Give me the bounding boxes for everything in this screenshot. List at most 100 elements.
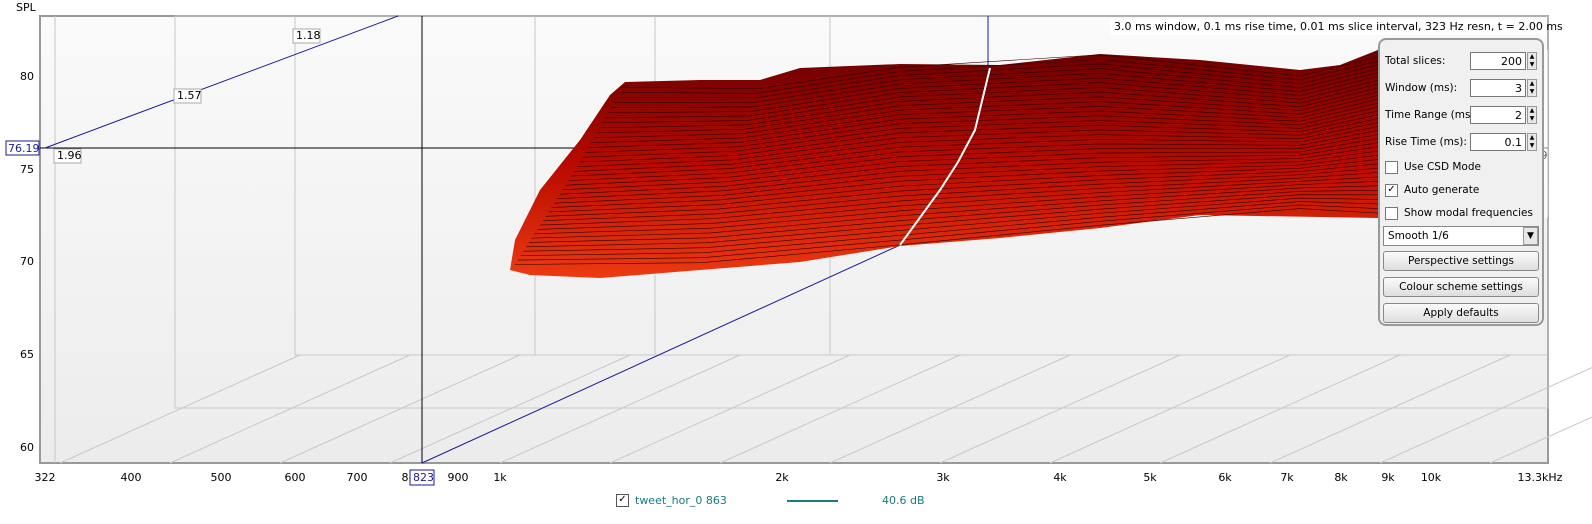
checkbox-label: Show modal frequencies	[1404, 207, 1533, 219]
legend-line	[787, 500, 838, 502]
contour	[613, 68, 1379, 103]
contour	[554, 150, 1379, 204]
button[interactable]: Apply defaults	[1383, 303, 1539, 323]
contour	[543, 167, 1379, 222]
contour	[551, 154, 1379, 208]
x-tick-label: 400	[121, 471, 142, 484]
cursor-trace	[899, 67, 991, 246]
contour	[557, 146, 1379, 200]
x-tick-label: 9k	[1381, 471, 1395, 484]
contour	[568, 130, 1379, 181]
legend-checkbox[interactable]: ✓	[616, 494, 629, 507]
contour	[562, 138, 1379, 191]
dropdown[interactable]: Smooth 1/6	[1383, 226, 1539, 246]
x-tick-label: 6k	[1218, 471, 1232, 484]
x-tick-label: 3k	[936, 471, 950, 484]
grid-diagonal	[609, 354, 851, 464]
field-input[interactable]: 0.1	[1470, 133, 1526, 151]
settings-panel: Total slices: 200 ▲ ▼ Window (ms): 3 ▲ ▼ Time Ra…	[1378, 38, 1544, 326]
time-label-box	[53, 148, 82, 164]
contour	[576, 118, 1379, 168]
contour	[579, 114, 1379, 163]
contour	[526, 194, 1379, 248]
field-label: Rise Time (ms):	[1385, 136, 1467, 148]
contour	[565, 134, 1379, 186]
y-tick-label: 70	[20, 255, 34, 268]
dropdown-arrow[interactable]: ▼	[1523, 227, 1538, 245]
contour	[548, 159, 1379, 213]
time-label-box	[292, 28, 321, 44]
spinner[interactable]: ▲ ▼	[1527, 106, 1537, 124]
grid-diagonal	[1269, 354, 1511, 464]
contour	[599, 87, 1379, 129]
contour	[622, 54, 1379, 89]
contour	[517, 204, 1379, 261]
spinner[interactable]: ▲ ▼	[1527, 79, 1537, 97]
spinner[interactable]: ▲ ▼	[1527, 52, 1537, 70]
cursor-box	[5, 140, 40, 156]
y-tick-label: 80	[20, 70, 34, 83]
contour	[616, 63, 1379, 99]
checkbox-label: Use CSD Mode	[1404, 161, 1481, 173]
contour	[591, 99, 1379, 144]
contour	[571, 126, 1379, 177]
checkbox[interactable]	[1385, 207, 1398, 220]
contour	[531, 185, 1379, 239]
x-tick-label: 500	[211, 471, 232, 484]
grid-diagonal	[279, 354, 521, 464]
contour	[520, 201, 1379, 256]
button[interactable]: Perspective settings	[1383, 251, 1539, 271]
grid-diagonal	[1159, 354, 1401, 464]
grid-diagonal	[389, 354, 631, 464]
info-box	[1110, 19, 1546, 35]
y-tick-label: 60	[20, 441, 34, 454]
checkbox[interactable]: ✓	[1385, 184, 1398, 197]
contour	[540, 172, 1379, 226]
field-input[interactable]: 200	[1470, 52, 1526, 70]
contour	[593, 95, 1379, 139]
contour	[605, 80, 1379, 119]
time-label: 1.57	[177, 89, 202, 102]
grid-diagonal	[939, 354, 1181, 464]
field-label: Total slices:	[1385, 55, 1446, 67]
grid-diagonal	[499, 354, 741, 464]
field-input[interactable]: 2	[1470, 106, 1526, 124]
grid-diagonal	[719, 354, 961, 464]
x-tick-label: 2k	[775, 471, 789, 484]
y-axis-label: SPL	[16, 1, 37, 14]
grid-diagonal	[59, 354, 301, 464]
x-tick-label: 600	[285, 471, 306, 484]
time-label-box	[173, 88, 202, 104]
grid-diagonal	[169, 354, 411, 464]
legend-value: 40.6 dB	[882, 494, 925, 507]
x-tick-label: 4k	[1053, 471, 1067, 484]
x-tick-label: 13.3kHz	[1518, 471, 1563, 484]
contour	[582, 110, 1379, 158]
cursor-spl: 76.19	[8, 142, 40, 155]
cursor-freq: 823	[413, 471, 434, 484]
checkbox-label: Auto generate	[1404, 184, 1480, 196]
checkbox[interactable]	[1385, 161, 1398, 174]
perspective-grid	[54, 15, 1592, 464]
grid-diagonal	[829, 354, 1071, 464]
time-label: 1.96	[57, 149, 82, 162]
field-label: Time Range (ms):	[1385, 109, 1479, 121]
grid-diagonal	[1049, 354, 1291, 464]
spinner[interactable]: ▲ ▼	[1527, 133, 1537, 151]
y-tick-label: 75	[20, 163, 34, 176]
contour	[560, 142, 1379, 195]
x-tick-label: 8k	[1334, 471, 1348, 484]
contour	[610, 72, 1379, 108]
contour	[596, 91, 1379, 134]
contour	[514, 208, 1379, 265]
field-input[interactable]: 3	[1470, 79, 1526, 97]
contour	[574, 122, 1379, 172]
contour	[545, 163, 1379, 217]
cursor-box	[409, 469, 435, 486]
button[interactable]: Colour scheme settings	[1383, 277, 1539, 297]
contour	[608, 76, 1379, 114]
x-tick-label: 5k	[1143, 471, 1157, 484]
x-tick-label: 1k	[493, 471, 507, 484]
x-tick-label: 7k	[1280, 471, 1294, 484]
time-line	[44, 15, 399, 149]
